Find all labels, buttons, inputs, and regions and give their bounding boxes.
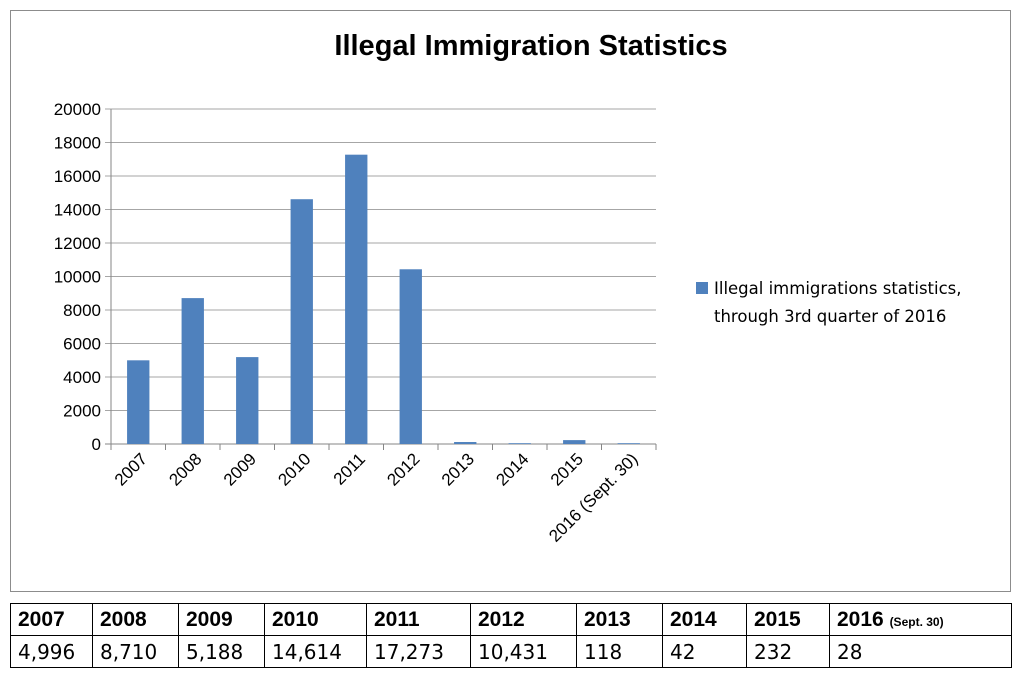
- x-tick-label: 2011: [330, 449, 369, 488]
- y-tick-label: 10000: [54, 268, 101, 287]
- bar: [181, 298, 204, 444]
- value-cell: 28: [829, 635, 1012, 668]
- table-header-row: 2007 2008 2009 2010 2011 2012 2013 2014 …: [10, 603, 1012, 636]
- legend-swatch: [696, 282, 708, 294]
- bar: [290, 199, 313, 444]
- header-cell: 2014: [662, 603, 747, 636]
- bar: [563, 440, 586, 444]
- bar: [617, 443, 640, 444]
- bar-chart: Illegal Immigration Statistics 0 2000 4000…: [54, 30, 962, 546]
- value-cell: 118: [576, 635, 663, 668]
- y-tick-label: 8000: [63, 301, 101, 320]
- value-cell: 10,431: [470, 635, 577, 668]
- y-tick-label: 14000: [54, 201, 101, 220]
- bars: [127, 154, 640, 444]
- bar: [399, 269, 422, 444]
- header-cell: 2015: [746, 603, 830, 636]
- header-cell: 2010: [264, 603, 367, 636]
- value-cell: 14,614: [264, 635, 367, 668]
- value-cell: 4,996: [10, 635, 93, 668]
- chart-title: Illegal Immigration Statistics: [334, 30, 727, 62]
- value-cell: 42: [662, 635, 747, 668]
- y-tick-label: 12000: [54, 234, 101, 253]
- y-axis-ticks: 0 2000 4000 6000 8000 10000 12000 14000 16000 180…: [54, 100, 101, 454]
- value-cell: 8,710: [92, 635, 179, 668]
- x-tick-label: 2013: [438, 449, 478, 489]
- y-tick-label: 16000: [54, 167, 101, 186]
- y-tick-label: 0: [92, 435, 101, 454]
- y-tick-label: 4000: [63, 368, 101, 387]
- chart-frame: Illegal Immigration Statistics 0 2000 4000…: [10, 10, 1011, 592]
- x-tick-label: 2007: [111, 449, 151, 489]
- header-cell: 2009: [178, 603, 265, 636]
- bar: [127, 360, 150, 444]
- header-cell: 2011: [366, 603, 471, 636]
- legend: Illegal immigrations statistics, through…: [696, 279, 962, 326]
- value-cell: 17,273: [366, 635, 471, 668]
- x-tick-label: 2015: [547, 449, 587, 489]
- x-tick-label: 2012: [383, 449, 423, 489]
- y-tick-label: 20000: [54, 100, 101, 119]
- header-cell: 2007: [10, 603, 93, 636]
- header-cell: 2013: [576, 603, 663, 636]
- x-tick-label: 2010: [274, 449, 314, 489]
- bar: [345, 154, 368, 444]
- bar: [508, 443, 531, 444]
- header-note: (Sept. 30): [889, 614, 944, 629]
- header-cell: 2008: [92, 603, 179, 636]
- legend-label-line-2: through 3rd quarter of 2016: [714, 307, 946, 326]
- y-tick-label: 18000: [54, 134, 101, 153]
- header-cell: 2012: [470, 603, 577, 636]
- value-cell: 5,188: [178, 635, 265, 668]
- y-tick-label: 2000: [63, 402, 101, 421]
- bar: [454, 442, 477, 444]
- x-axis-ticks: 2007 2008 2009 2010 2011 2012 2013 2014 20152016…: [111, 449, 642, 545]
- value-cell: 232: [746, 635, 830, 668]
- legend-label-line-1: Illegal immigrations statistics,: [714, 279, 962, 298]
- table-values-row: 4,996 8,710 5,188 14,614 17,273 10,431 1…: [10, 635, 1012, 668]
- y-tick-label: 6000: [63, 335, 101, 354]
- x-tick-label: 2008: [165, 449, 205, 489]
- bar: [236, 357, 259, 444]
- x-tick-label: 2014: [492, 449, 532, 489]
- x-tick-label: 2009: [220, 449, 260, 489]
- header-cell: 2016 (Sept. 30): [829, 603, 1012, 636]
- data-table: 2007 2008 2009 2010 2011 2012 2013 2014 …: [10, 603, 1012, 668]
